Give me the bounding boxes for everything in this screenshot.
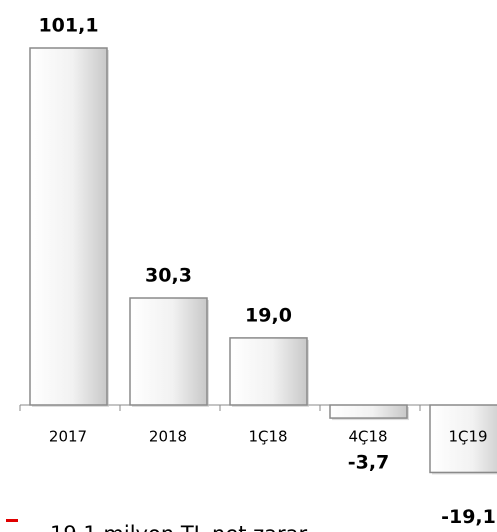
data-label: -3,7 [348,452,390,474]
x-tick-label: 4Ç18 [348,428,387,446]
x-tick-label: 1Ç19 [448,428,487,446]
bar [29,47,108,406]
bar [329,404,408,419]
data-label: 101,1 [38,15,98,37]
data-label: -19,1 [441,506,496,528]
bar [229,337,308,406]
x-tick-label: 2018 [149,428,187,446]
data-label: 30,3 [145,265,192,287]
data-label: 19,0 [245,304,292,326]
bullet [6,519,18,522]
bar [429,404,497,474]
annotation: 19,1 milyon TL net zarar [50,522,308,532]
x-tick-label: 1Ç18 [248,428,287,446]
bar [129,297,208,406]
x-tick-label: 2017 [49,428,87,446]
